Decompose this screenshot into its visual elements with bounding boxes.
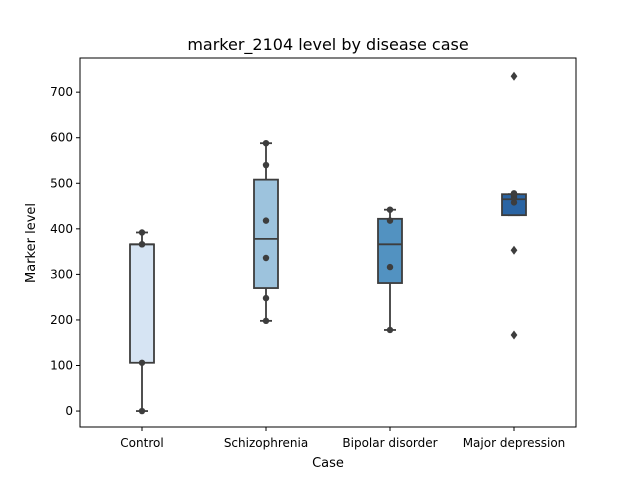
x-tick-label: Control xyxy=(120,436,163,450)
data-point xyxy=(386,206,394,213)
box-0 xyxy=(129,243,155,364)
data-point xyxy=(138,241,146,248)
y-axis-label: Marker level xyxy=(24,203,39,283)
data-point xyxy=(138,407,146,415)
y-tick-label: 100 xyxy=(50,359,73,373)
data-point xyxy=(138,359,146,366)
data-point xyxy=(262,294,270,302)
plot-frame xyxy=(79,57,577,428)
x-axis-label: Case xyxy=(312,456,344,471)
data-point xyxy=(386,263,394,271)
data-point xyxy=(262,317,270,325)
data-point xyxy=(510,199,518,206)
data-point xyxy=(262,217,270,224)
data-point xyxy=(386,326,394,334)
y-tick-label: 400 xyxy=(50,222,73,236)
y-tick-label: 300 xyxy=(50,267,73,281)
outlier-point xyxy=(510,71,518,81)
box-2 xyxy=(377,217,403,284)
y-tick-label: 500 xyxy=(50,176,73,190)
outlier-point xyxy=(510,245,518,255)
y-tick-label: 0 xyxy=(65,404,73,418)
data-point xyxy=(386,217,394,224)
data-point xyxy=(262,139,270,147)
x-tick-label: Bipolar disorder xyxy=(342,436,437,450)
plot-area: 0 100 200 300 400 500 600 700 Control Schizophren… xyxy=(50,57,577,450)
y-tick-label: 700 xyxy=(50,85,73,99)
data-point xyxy=(138,229,146,236)
data-point xyxy=(262,254,270,262)
x-tick-label: Major depression xyxy=(463,436,566,450)
data-point xyxy=(510,190,518,197)
x-tick-label: Schizophrenia xyxy=(224,436,308,450)
outlier-point xyxy=(510,330,518,340)
chart-title: marker_2104 level by disease case xyxy=(187,35,468,55)
y-tick-label: 600 xyxy=(50,131,73,145)
data-point xyxy=(262,161,270,169)
y-tick-label: 200 xyxy=(50,313,73,327)
box-1 xyxy=(253,178,279,289)
